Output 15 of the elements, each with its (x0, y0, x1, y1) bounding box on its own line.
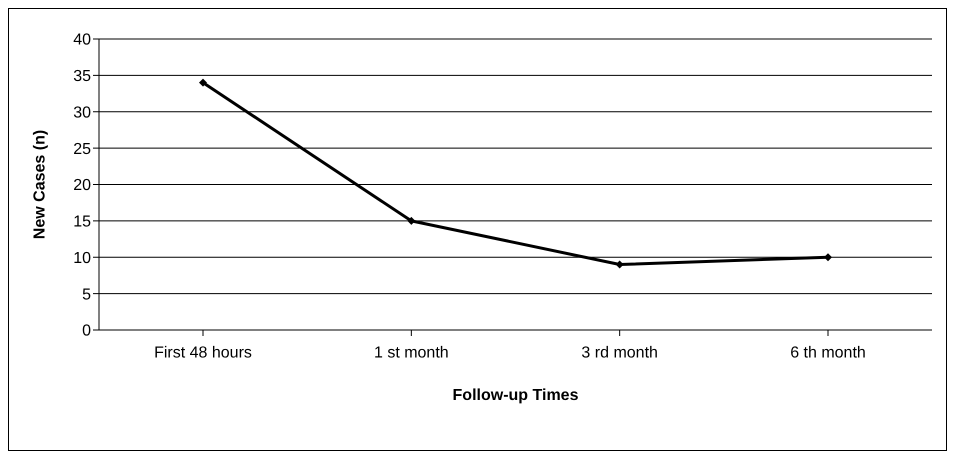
y-tick-label: 40 (73, 32, 92, 49)
y-tick-label: 15 (73, 214, 92, 231)
y-axis-title: New Cases (n) (32, 130, 49, 240)
x-tick-label: 3 rd month (581, 344, 658, 362)
x-tick-label: First 48 hours (154, 344, 252, 362)
y-tick-label: 5 (82, 286, 92, 304)
y-tick-label: 25 (73, 140, 92, 158)
y-tick-label: 20 (73, 177, 92, 194)
y-tick-label: 0 (82, 322, 92, 340)
x-axis-title: Follow-up Times (452, 387, 579, 404)
x-tick-label: 1 st month (374, 344, 449, 362)
y-tick-label: 35 (73, 68, 92, 86)
x-tick-label: 6 th month (790, 344, 866, 362)
y-tick-label: 10 (73, 250, 92, 267)
y-tick-label: 30 (73, 104, 92, 122)
